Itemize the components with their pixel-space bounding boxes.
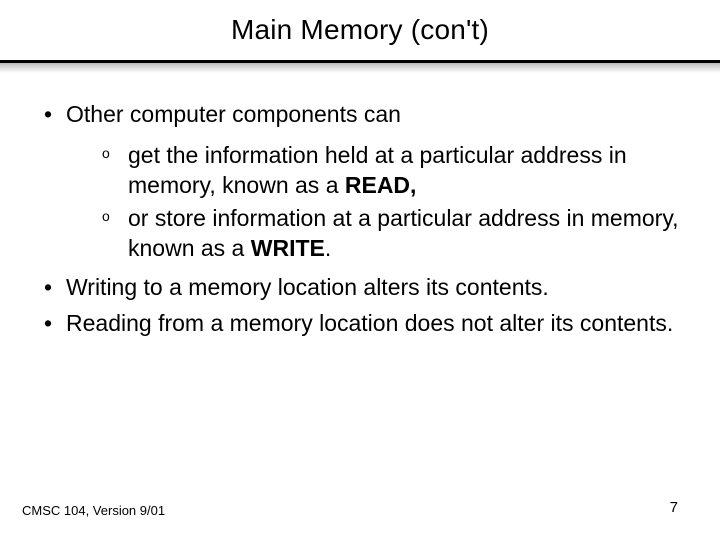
rule-gradient bbox=[0, 63, 720, 73]
page-title: Main Memory (con't) bbox=[0, 14, 720, 46]
bullet-item: Reading from a memory location does not … bbox=[40, 309, 680, 338]
title-rule bbox=[0, 60, 720, 72]
bullet-list-level1: Other computer components can get the in… bbox=[40, 100, 680, 338]
sub-bullet-item: or store information at a particular add… bbox=[102, 204, 680, 263]
title-block: Main Memory (con't) bbox=[0, 0, 720, 46]
footer-left: CMSC 104, Version 9/01 bbox=[22, 503, 165, 518]
sub-bullet-bold: WRITE bbox=[251, 235, 325, 261]
sub-bullet-post: . bbox=[325, 235, 331, 261]
bullet-text: Other computer components can bbox=[66, 101, 401, 127]
slide: Main Memory (con't) Other computer compo… bbox=[0, 0, 720, 540]
content-area: Other computer components can get the in… bbox=[0, 72, 720, 338]
bullet-list-level2: get the information held at a particular… bbox=[102, 141, 680, 263]
footer-page-number: 7 bbox=[670, 499, 678, 516]
bullet-item: Writing to a memory location alters its … bbox=[40, 273, 680, 302]
sub-bullet-item: get the information held at a particular… bbox=[102, 141, 680, 200]
bullet-item: Other computer components can get the in… bbox=[40, 100, 680, 263]
sub-bullet-text: or store information at a particular add… bbox=[128, 205, 679, 260]
bullet-text: Reading from a memory location does not … bbox=[66, 310, 673, 336]
sub-bullet-bold: READ, bbox=[345, 172, 417, 198]
bullet-text: Writing to a memory location alters its … bbox=[66, 274, 549, 300]
